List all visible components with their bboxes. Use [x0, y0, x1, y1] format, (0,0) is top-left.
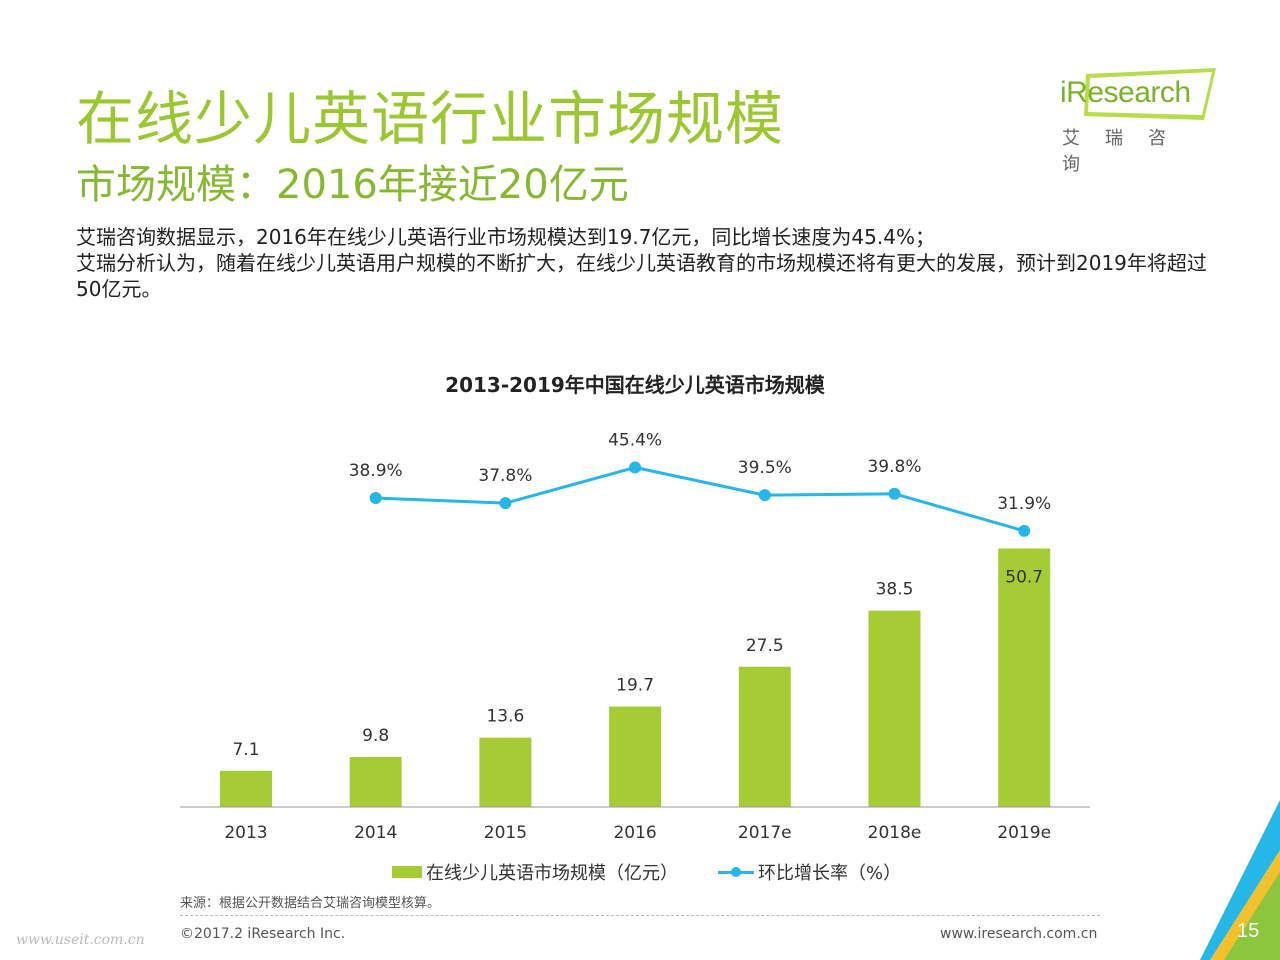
logo-text-en: iResearch: [1060, 76, 1191, 109]
description-line-2: 艾瑞分析认为，随着在线少儿英语用户规模的不断扩大，在线少儿英语教育的市场规模还将…: [76, 251, 1207, 301]
x-tick-label-2019e: 2019e: [997, 823, 1051, 843]
footer-divider: [180, 915, 1100, 916]
bar-2013: [220, 770, 272, 807]
bar-2015: [479, 737, 532, 807]
bar-2019e: [998, 548, 1051, 807]
x-tick-label-2015: 2015: [484, 823, 527, 843]
x-tick-label-2014: 2014: [354, 823, 397, 843]
bar-value-label-2015: 13.6: [486, 707, 524, 727]
legend-bar-label: 在线少儿英语市场规模（亿元）: [426, 863, 678, 884]
description-line-1: 艾瑞咨询数据显示，2016年在线少儿英语行业市场规模达到19.7亿元，同比增长速…: [76, 225, 935, 249]
growth-rate-label-2014: 38.9%: [349, 461, 403, 481]
chart-legend: 在线少儿英语市场规模（亿元） 环比增长率（%）: [392, 860, 941, 884]
bar-value-label-2014: 9.8: [362, 726, 389, 746]
growth-rate-point-2017e: [758, 489, 771, 502]
x-tick-label-2017e: 2017e: [738, 823, 792, 843]
legend-bar-swatch-icon: [392, 866, 422, 878]
growth-rate-line: [375, 465, 1025, 533]
bar-2017e: [738, 666, 791, 807]
page-number: 15: [1237, 920, 1260, 942]
growth-rate-point-2014: [369, 492, 382, 504]
legend-item-market-size: 在线少儿英语市场规模（亿元）: [392, 859, 678, 885]
x-tick-label-2018e: 2018e: [868, 823, 922, 843]
bar-value-label-2017e: 27.5: [746, 636, 784, 656]
growth-rate-point-2016: [629, 461, 642, 474]
chart-title: 2013-2019年中国在线少儿英语市场规模: [445, 373, 826, 397]
bar-2016: [609, 706, 662, 807]
bar-value-label-2018e: 38.5: [876, 580, 914, 600]
legend-line-swatch-icon: [718, 866, 754, 877]
growth-rate-label-2019e: 31.9%: [997, 494, 1051, 514]
description: 艾瑞咨询数据显示，2016年在线少儿英语行业市场规模达到19.7亿元，同比增长速…: [76, 224, 1226, 302]
bar-value-label-2016: 19.7: [616, 676, 654, 696]
growth-rate-label-2016: 45.4%: [608, 430, 662, 450]
corner-decoration-icon: [1200, 800, 1280, 960]
x-tick-label-2016: 2016: [613, 823, 656, 843]
bar-2018e: [868, 610, 921, 807]
bar-value-label-2019e: 50.7: [1005, 567, 1043, 587]
x-tick-label-2013: 2013: [224, 823, 267, 843]
logo-banner-icon: [1084, 68, 1216, 120]
growth-rate-label-2015: 37.8%: [478, 466, 532, 486]
legend-line-label: 环比增长率（%）: [758, 863, 902, 884]
growth-rate-label-2018e: 39.8%: [867, 457, 921, 477]
bar-2014: [349, 757, 402, 807]
growth-rate-point-2018e: [888, 487, 901, 500]
page-subtitle: 市场规模：2016年接近20亿元: [76, 162, 629, 208]
growth-rate-label-2017e: 39.5%: [738, 458, 792, 478]
legend-item-growth-rate: 环比增长率（%）: [718, 859, 901, 885]
growth-rate-point-2015: [499, 497, 512, 510]
page-title: 在线少儿英语行业市场规模: [76, 85, 785, 153]
source-note: 来源：根据公开数据结合艾瑞咨询模型核算。: [180, 896, 441, 911]
copyright: ©2017.2 iResearch Inc.: [180, 926, 346, 942]
iresearch-logo: iResearch 艾瑞咨询: [1058, 68, 1218, 175]
bar-value-label-2013: 7.1: [232, 740, 259, 760]
growth-rate-point-2019e: [1018, 524, 1031, 537]
website-link[interactable]: www.iresearch.com.cn: [940, 926, 1098, 942]
watermark: www.useit.com.cn: [16, 932, 145, 948]
market-size-chart: 2013-2019年中国在线少儿英语市场规模 7.1 2013 9.8 2014 13.…: [180, 373, 1090, 843]
logo-text-cn: 艾瑞咨询: [1062, 128, 1191, 175]
